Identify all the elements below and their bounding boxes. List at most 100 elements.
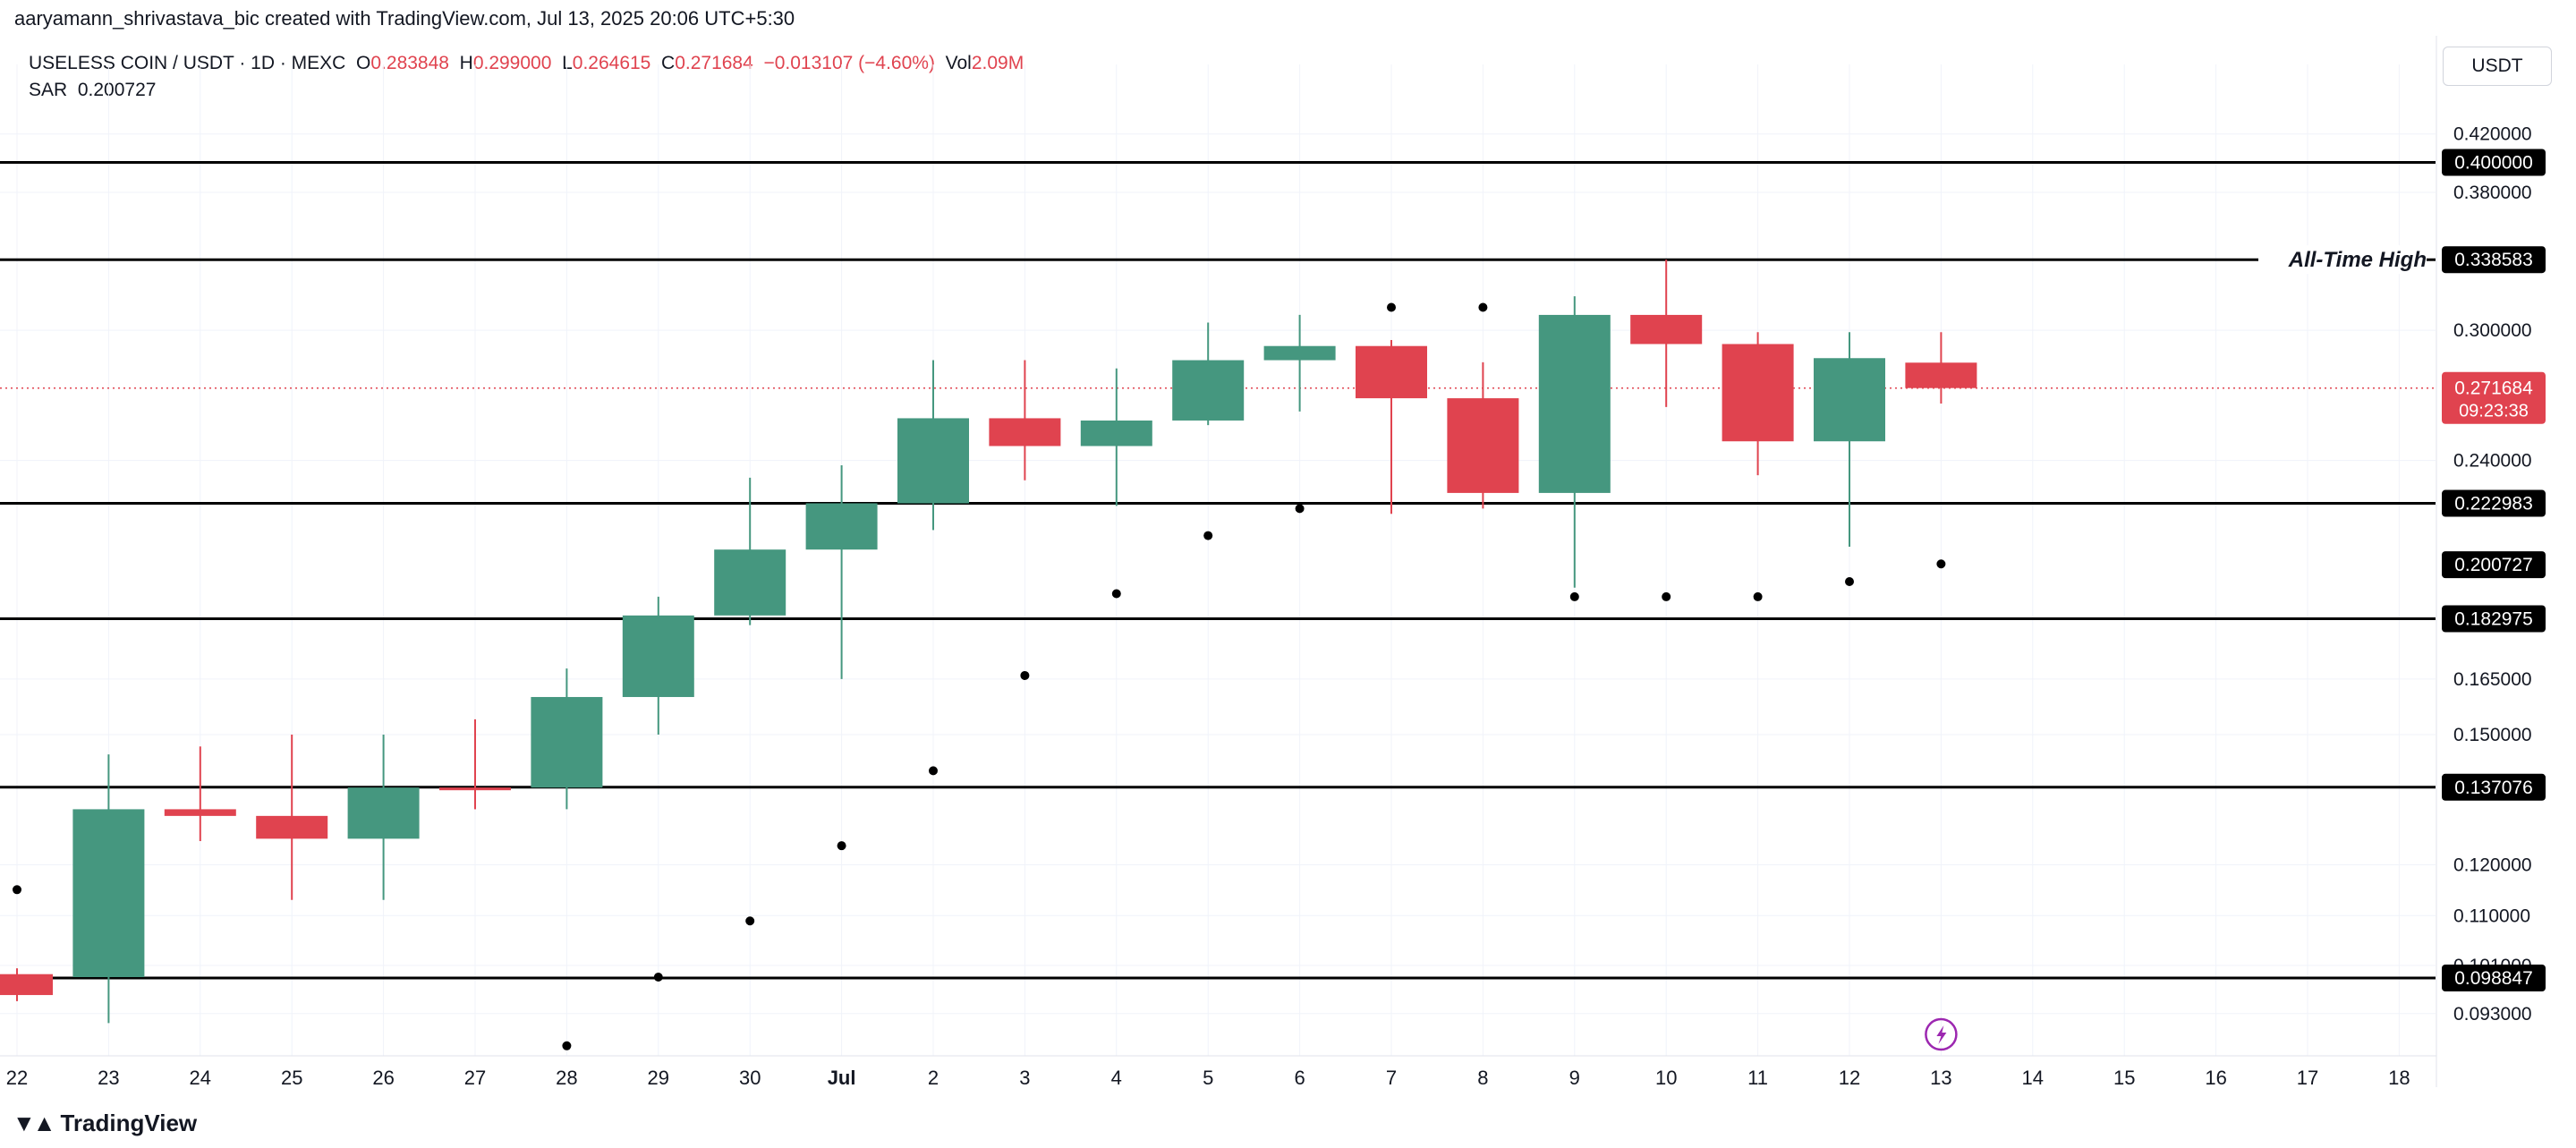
candle-body [1814,358,1885,442]
level-price-label-bg [2442,246,2546,274]
ohlc-row: USELESS COIN / USDT · 1D · MEXC O0.28384… [29,50,1024,77]
x-tick-label: 23 [98,1067,119,1089]
sar-price-label: 0.200727 [2454,555,2533,575]
x-tick-label: 13 [1930,1067,1951,1089]
last-price-label: 0.271684 [2454,378,2533,399]
x-tick-label: 30 [739,1067,761,1089]
x-tick-label: 10 [1655,1067,1677,1089]
level-annotation: All-Time High [2288,248,2427,272]
candle-body [531,696,603,788]
x-tick-label: 9 [1569,1067,1580,1089]
candle-body [1172,360,1245,421]
y-tick-label: 0.380000 [2453,183,2532,203]
x-tick-label: 16 [2205,1067,2226,1089]
sar-dot [745,916,755,926]
x-tick-label: 26 [372,1067,394,1089]
sar-dot [1569,591,1579,601]
sar-dot [1753,591,1763,601]
tradingview-logo-icon: ▼▲ [13,1110,56,1136]
level-price-label-bg [2442,149,2546,176]
x-tick-label: 22 [6,1067,28,1089]
countdown-label: 09:23:38 [2459,402,2529,421]
tradingview-logo[interactable]: ▼▲ TradingView [13,1110,197,1137]
level-price-label: 0.098847 [2454,968,2533,989]
x-tick-label: 17 [2297,1067,2318,1089]
sar-dot [1387,302,1396,312]
x-tick-label: 15 [2113,1067,2135,1089]
sar-dot [1662,591,1671,601]
x-tick-label: Jul [828,1067,856,1089]
x-tick-label: 27 [464,1067,486,1089]
chart-legend: USELESS COIN / USDT · 1D · MEXC O0.28384… [29,50,1024,104]
sar-dot [1111,589,1121,599]
candle-body [256,815,328,839]
level-price-label-bg [2442,773,2546,801]
sar-price-label-bg [2442,551,2546,579]
y-tick-label: 0.240000 [2453,451,2532,472]
currency-button[interactable]: USDT [2443,47,2552,86]
x-tick-label: 24 [190,1067,211,1089]
sar-value: 0.200727 [77,80,157,100]
candle-body [1263,345,1336,361]
x-tick-label: 14 [2022,1067,2044,1089]
sar-dot [653,972,663,982]
x-tick-label: 8 [1477,1067,1488,1089]
y-tick-label: 0.110000 [2453,906,2530,926]
lightning-icon [1925,1017,1958,1051]
low-label: L [562,53,573,73]
level-price-label-bg [2442,605,2546,633]
sar-dot [837,841,846,851]
symbol-title[interactable]: USELESS COIN / USDT · 1D · MEXC [29,53,346,73]
last-price-label-bg [2442,371,2546,424]
sar-dot [1295,504,1305,514]
chart-attribution: aaryamann_shrivastava_bic created with T… [14,7,795,30]
x-tick-label: 28 [556,1067,577,1089]
candle-body [989,418,1061,446]
y-tick-label: 0.420000 [2453,124,2532,145]
x-tick-label: 25 [281,1067,302,1089]
level-price-label: 0.338583 [2454,250,2533,270]
candle-body [1447,398,1519,493]
level-price-label: 0.222983 [2454,494,2533,514]
volume-label: Vol [945,53,972,73]
candle-body [1538,314,1611,493]
candle-body [1356,345,1427,399]
x-tick-label: 6 [1294,1067,1305,1089]
level-price-label-bg [2442,489,2546,517]
y-tick-label: 0.165000 [2453,669,2532,690]
candle-body [1080,420,1152,446]
sar-dot [929,766,938,776]
x-tick-label: 29 [648,1067,669,1089]
tradingview-brand: TradingView [60,1110,198,1136]
x-tick-label: 12 [1839,1067,1860,1089]
x-tick-label: 3 [1019,1067,1030,1089]
high-label: H [459,53,473,73]
close-value: 0.271684 [675,53,753,73]
change-value: −0.013107 (−4.60%) [763,53,935,73]
level-price-label-bg [2442,964,2546,991]
sar-dot [13,885,21,895]
high-value: 0.299000 [472,53,552,73]
candle-body [714,549,786,616]
sar-dot [1203,531,1213,540]
candle-body [1722,344,1794,442]
candle-body [1905,362,1977,388]
sar-dot [1020,670,1030,680]
open-value: 0.283848 [370,53,449,73]
y-tick-label: 0.300000 [2453,320,2532,341]
candle-body [72,809,145,977]
candle-body [897,418,969,504]
candle-body [164,809,236,816]
lightning-glyph [1936,1025,1947,1044]
level-annotation-bg [2258,245,2427,275]
candle-body [0,974,53,996]
x-tick-label: 4 [1111,1067,1122,1089]
level-price-label: 0.400000 [2454,153,2533,174]
level-price-label: 0.137076 [2454,778,2533,798]
sar-dot [1845,576,1854,586]
close-label: C [661,53,676,73]
volume-value: 2.09M [971,53,1024,73]
level-price-label: 0.182975 [2454,608,2533,629]
sar-label[interactable]: SAR [29,80,68,100]
